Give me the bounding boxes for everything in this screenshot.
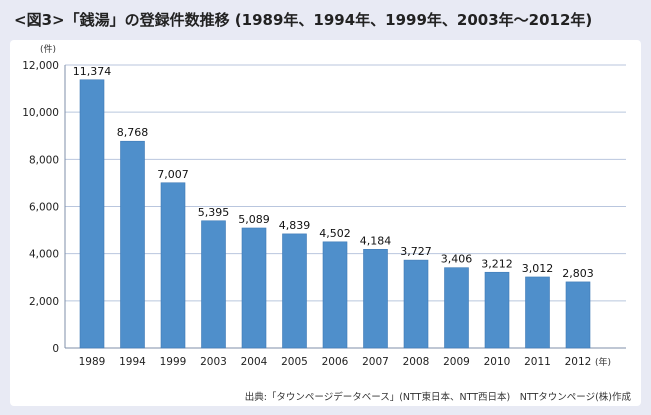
value-label-2003: 5,395 bbox=[198, 206, 230, 219]
bar-2008 bbox=[403, 259, 429, 349]
x-tick-label-2003: 2003 bbox=[200, 356, 227, 368]
y-tick-label: 10,000 bbox=[22, 107, 59, 119]
bar-2012 bbox=[565, 281, 591, 349]
x-axis-unit: (年) bbox=[595, 356, 611, 368]
chart-title: <図3>「銭湯」の登録件数推移 (1989年、1994年、1999年、2003年… bbox=[14, 11, 593, 29]
bar-chart: 0 2,000 4,000 6,000 8,000 10,000 12,000 11,374 1… bbox=[22, 43, 626, 368]
value-label-1999: 7,007 bbox=[157, 168, 189, 181]
bar-2011 bbox=[525, 276, 550, 349]
labels: 0 2,000 4,000 6,000 8,000 10,000 12,000 11,374 1… bbox=[22, 60, 594, 368]
x-tick-label-2009: 2009 bbox=[443, 356, 470, 368]
value-label-2009: 3,406 bbox=[441, 253, 473, 266]
x-tick-label-2007: 2007 bbox=[362, 356, 389, 368]
value-label-2010: 3,212 bbox=[481, 257, 513, 270]
y-tick-label: 0 bbox=[52, 343, 59, 355]
x-tick-label-1994: 1994 bbox=[119, 356, 146, 368]
x-tick-label-1989: 1989 bbox=[79, 356, 106, 368]
y-tick-label: 8,000 bbox=[29, 154, 59, 166]
bar-2004 bbox=[241, 227, 267, 349]
y-tick-label: 2,000 bbox=[29, 296, 59, 308]
value-label-2004: 5,089 bbox=[238, 213, 270, 226]
value-label-2007: 4,184 bbox=[360, 234, 392, 247]
chart-area: 0 2,000 4,000 6,000 8,000 10,000 12,000 11,374 1… bbox=[10, 40, 641, 406]
value-label-1989: 11,374 bbox=[73, 65, 112, 78]
x-tick-label-2004: 2004 bbox=[241, 356, 268, 368]
bar-1989 bbox=[79, 79, 105, 349]
y-axis-unit: (件) bbox=[40, 43, 56, 55]
value-label-2011: 3,012 bbox=[522, 262, 554, 275]
y-tick-label: 12,000 bbox=[22, 60, 59, 72]
value-label-2006: 4,502 bbox=[319, 227, 351, 240]
y-tick-label: 6,000 bbox=[29, 202, 59, 214]
bar-1994 bbox=[120, 140, 145, 349]
x-tick-label-1999: 1999 bbox=[160, 356, 187, 368]
x-tick-label-2008: 2008 bbox=[403, 356, 430, 368]
x-tick-label-2011: 2011 bbox=[524, 356, 551, 368]
x-tick-label-2010: 2010 bbox=[484, 356, 511, 368]
bars bbox=[79, 79, 591, 349]
value-label-1994: 8,768 bbox=[117, 126, 149, 139]
x-tick-label-2012: 2012 bbox=[565, 356, 592, 368]
y-tick-label: 4,000 bbox=[29, 249, 59, 261]
value-label-2005: 4,839 bbox=[279, 219, 311, 232]
bar-2009 bbox=[444, 267, 469, 349]
x-tick-label-2005: 2005 bbox=[281, 356, 308, 368]
bar-2006 bbox=[322, 241, 348, 349]
source-note: 出典:「タウンページデータベース」(NTT東日本、NTT西日本) NTTタウンペ… bbox=[244, 392, 631, 403]
bar-2010 bbox=[484, 271, 510, 349]
x-tick-label-2006: 2006 bbox=[322, 356, 349, 368]
bar-2003 bbox=[201, 220, 226, 349]
bar-1999 bbox=[160, 182, 186, 349]
value-label-2012: 2,803 bbox=[562, 267, 594, 280]
value-label-2008: 3,727 bbox=[400, 245, 432, 258]
bar-2007 bbox=[363, 249, 388, 349]
bar-2005 bbox=[282, 233, 307, 349]
